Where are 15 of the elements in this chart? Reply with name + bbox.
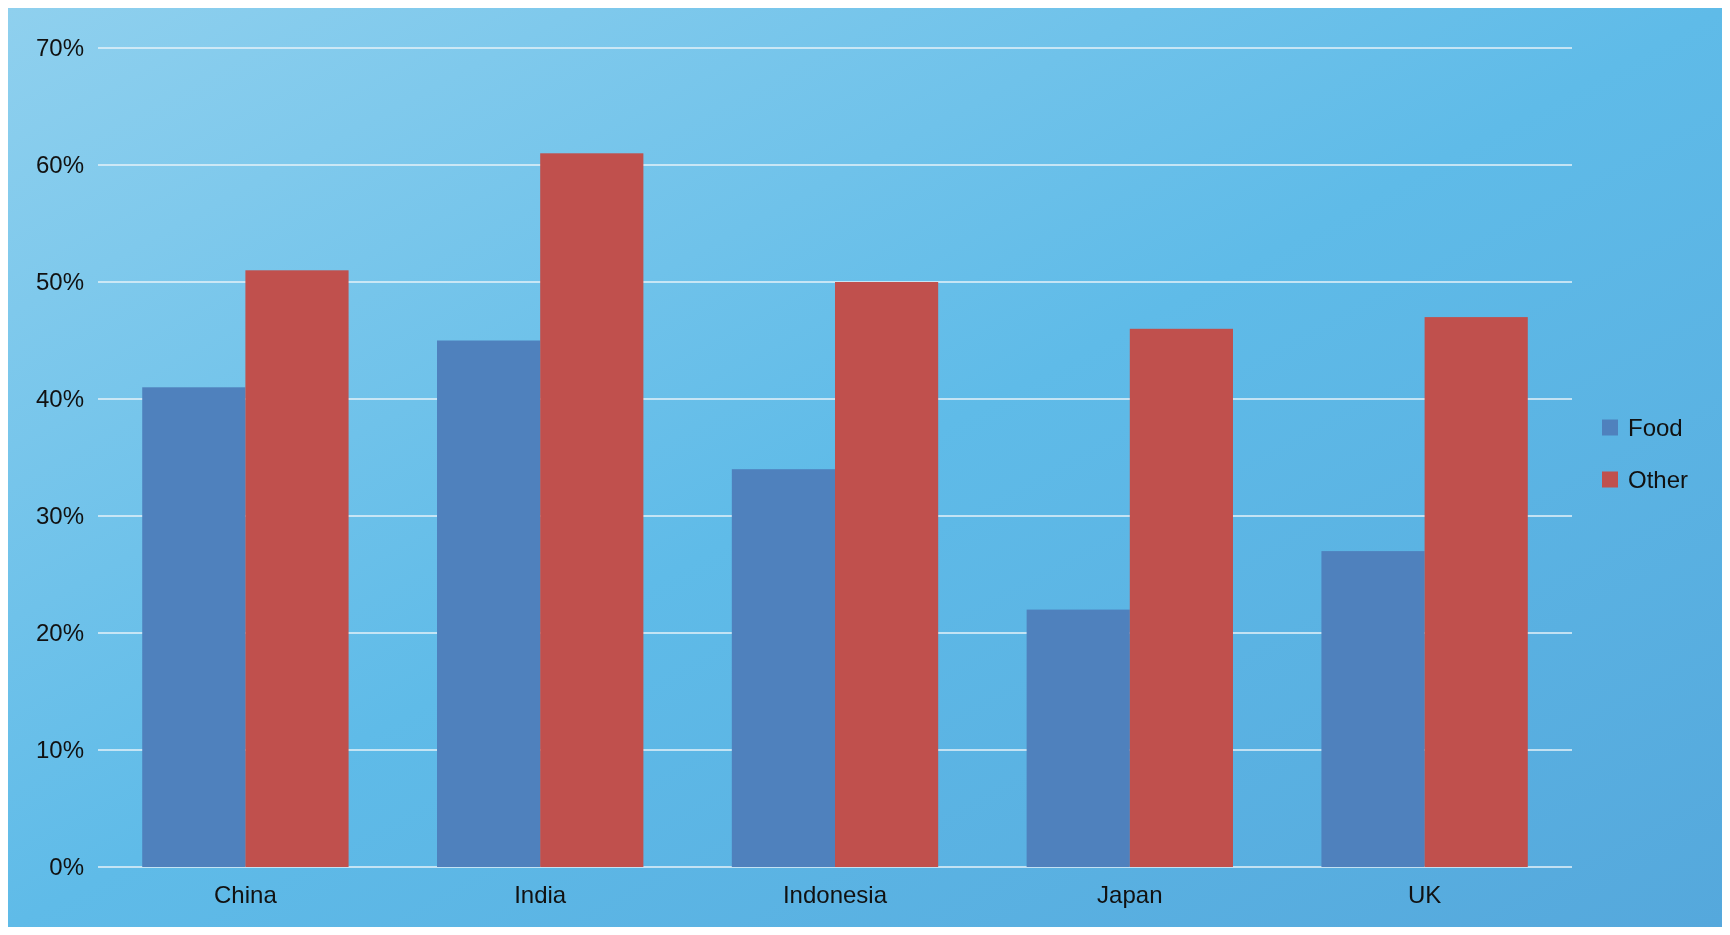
y-tick-label: 20%: [35, 619, 84, 647]
y-tick-label: 70%: [35, 34, 84, 62]
y-tick-label: 30%: [35, 502, 84, 530]
x-tick-label: Indonesia: [782, 881, 888, 908]
legend-label: Other: [1628, 465, 1689, 493]
y-tick-label: 0%: [49, 853, 84, 881]
x-tick-label: China: [214, 881, 278, 908]
x-tick-label: India: [514, 881, 567, 908]
y-tick-label: 40%: [35, 385, 84, 413]
y-tick-label: 10%: [35, 736, 84, 764]
y-tick-label: 60%: [35, 151, 84, 179]
x-tick-label: UK: [1407, 881, 1442, 908]
legend-label: Food: [1628, 413, 1683, 441]
y-tick-label: 50%: [35, 268, 84, 296]
x-tick-label: Japan: [1097, 881, 1163, 908]
